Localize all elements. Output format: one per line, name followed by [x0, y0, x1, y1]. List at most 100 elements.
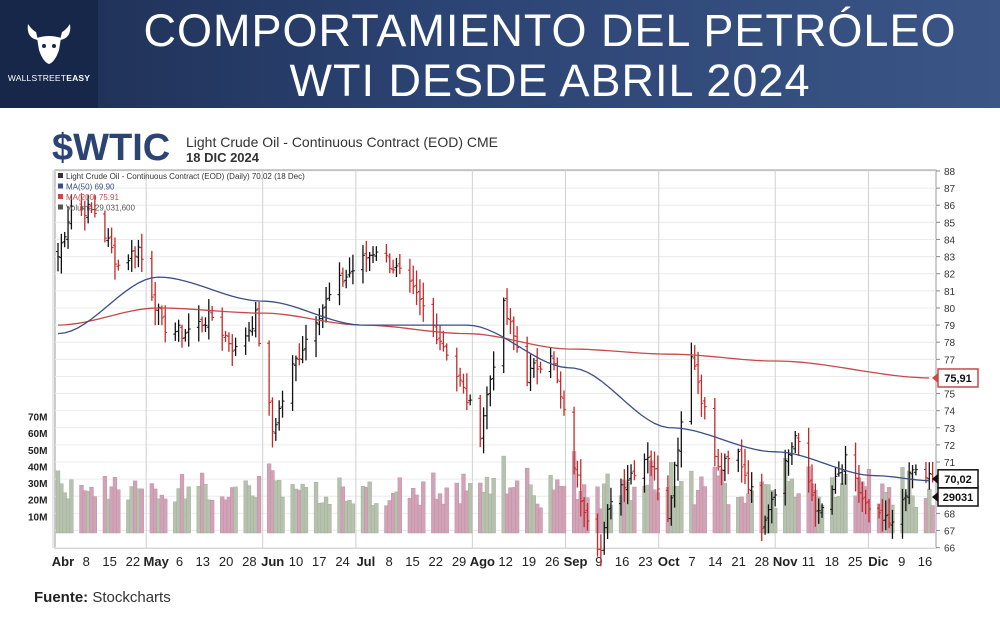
volume-tick-label: 60M: [28, 429, 47, 440]
legend-swatch: [58, 194, 63, 199]
x-tick-label: 12: [498, 554, 512, 569]
volume-tick-label: 70M: [28, 412, 47, 423]
x-tick-label: 6: [176, 554, 183, 569]
price-tick-label: 78: [944, 338, 956, 349]
x-tick-label: 17: [312, 554, 326, 569]
x-tick-label: 15: [405, 554, 419, 569]
x-tick-label: 20: [219, 554, 233, 569]
x-tick-label: 26: [545, 554, 559, 569]
logo: WALLSTREETEASY: [0, 0, 98, 108]
volume-bar: [930, 505, 935, 534]
x-tick-label: 7: [688, 554, 695, 569]
logo-text: WALLSTREETEASY: [7, 73, 91, 83]
chart-date: 18 DIC 2024: [186, 150, 259, 165]
instrument-description: Light Crude Oil - Continuous Contract (E…: [186, 134, 498, 150]
x-tick-label: 8: [386, 554, 393, 569]
price-tick-label: 67: [944, 527, 956, 538]
legend-swatch: [58, 183, 63, 189]
x-tick-label: 21: [731, 554, 745, 569]
volume-bar: [327, 503, 332, 534]
volume-bar: [444, 487, 449, 534]
price-tick-label: 87: [944, 184, 956, 195]
volume-bar: [280, 496, 285, 534]
volume-bar: [632, 486, 637, 534]
price-tick-label: 80: [944, 304, 956, 315]
volume-bar: [374, 503, 379, 534]
volume-bar: [468, 483, 473, 534]
x-tick-label: 29: [452, 554, 466, 569]
price-tick-label: 85: [944, 218, 956, 229]
volume-bar: [561, 486, 567, 534]
x-tick-label: 10: [289, 554, 303, 569]
x-tick-label: 14: [708, 554, 722, 569]
volume-bar: [210, 500, 215, 534]
volume-bar: [139, 488, 144, 534]
x-tick-label: 25: [848, 554, 862, 569]
price-tick-label: 74: [944, 407, 956, 418]
x-tick-label: Jun: [261, 554, 284, 569]
legend-entry: MA(50) 69.90: [66, 183, 115, 192]
price-tick-label: 77: [944, 355, 956, 366]
title-line-1: COMPORTAMIENTO DEL PETRÓLEO: [143, 5, 957, 56]
volume-tick-label: 20M: [28, 496, 47, 507]
x-tick-label: 23: [638, 554, 652, 569]
x-tick-label: 9: [595, 554, 602, 569]
x-tick-label: 19: [522, 554, 536, 569]
last-price-tag-pointer: [932, 473, 938, 484]
volume-bar: [726, 504, 731, 534]
legend-swatch: [58, 173, 63, 178]
x-tick-label: 8: [83, 554, 90, 569]
volume-bar: [116, 489, 121, 534]
x-tick-label: Abr: [52, 554, 74, 569]
volume-bar: [773, 507, 778, 534]
volume-bar: [92, 496, 97, 534]
price-tick-label: 81: [944, 287, 956, 298]
legend-entry: Volume 29,031,600: [66, 204, 135, 213]
volume-tick-label: 50M: [28, 446, 47, 457]
x-tick-label: 22: [429, 554, 443, 569]
ma200-line: [57, 307, 930, 379]
price-tick-label: 83: [944, 253, 956, 264]
source-value: Stockcharts: [92, 589, 171, 606]
price-tick-label: 73: [944, 424, 956, 435]
price-tick-label: 66: [944, 544, 956, 555]
x-tick-label: 15: [102, 554, 116, 569]
source-note: Fuente: Stockcharts: [34, 589, 171, 606]
price-tick-label: 88: [944, 167, 956, 178]
x-tick-label: 18: [825, 554, 839, 569]
price-tick-label: 72: [944, 441, 956, 452]
x-tick-label: Oct: [658, 554, 680, 569]
ma50-line: [57, 276, 930, 482]
volume-bar: [233, 486, 238, 534]
ticker-symbol: $WTIC: [52, 127, 171, 169]
title-banner: WALLSTREETEASY COMPORTAMIENTO DEL PETRÓL…: [0, 0, 1000, 108]
x-tick-label: Ago: [470, 554, 495, 569]
x-tick-label: 22: [126, 554, 140, 569]
legend-entry: Light Crude Oil - Continuous Contract (E…: [66, 172, 305, 181]
volume-bar: [256, 476, 262, 534]
source-label: Fuente:: [34, 589, 89, 606]
volume-value-tag-pointer: [932, 492, 938, 502]
volume-tick-label: 10M: [28, 512, 47, 523]
volume-bar: [689, 470, 694, 534]
title-line-2: WTI DESDE ABRIL 2024: [289, 55, 811, 106]
x-tick-label: Jul: [356, 554, 375, 569]
x-tick-label: 28: [242, 554, 256, 569]
legend-entry: MA(200) 75.91: [66, 193, 119, 202]
volume-bar: [350, 503, 356, 534]
bull-icon: [27, 24, 71, 64]
ma200-value-tag-pointer: [932, 372, 938, 383]
volume-bar: [303, 487, 309, 534]
volume-tick-label: 40M: [28, 462, 47, 473]
price-tick-label: 84: [944, 235, 956, 246]
legend-swatch: [58, 204, 63, 210]
volume-bar: [538, 507, 543, 534]
x-tick-label: 28: [755, 554, 769, 569]
volume-bar: [163, 498, 168, 534]
price-tick-label: 68: [944, 509, 956, 520]
volume-bar: [69, 479, 74, 534]
x-tick-label: 11: [802, 554, 816, 569]
volume-tick-label: 30M: [28, 479, 47, 490]
volume-bar: [491, 478, 496, 534]
